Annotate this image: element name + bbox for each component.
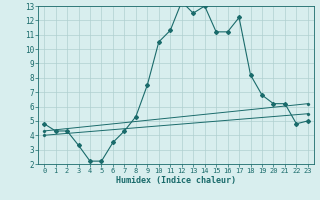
X-axis label: Humidex (Indice chaleur): Humidex (Indice chaleur) <box>116 176 236 185</box>
